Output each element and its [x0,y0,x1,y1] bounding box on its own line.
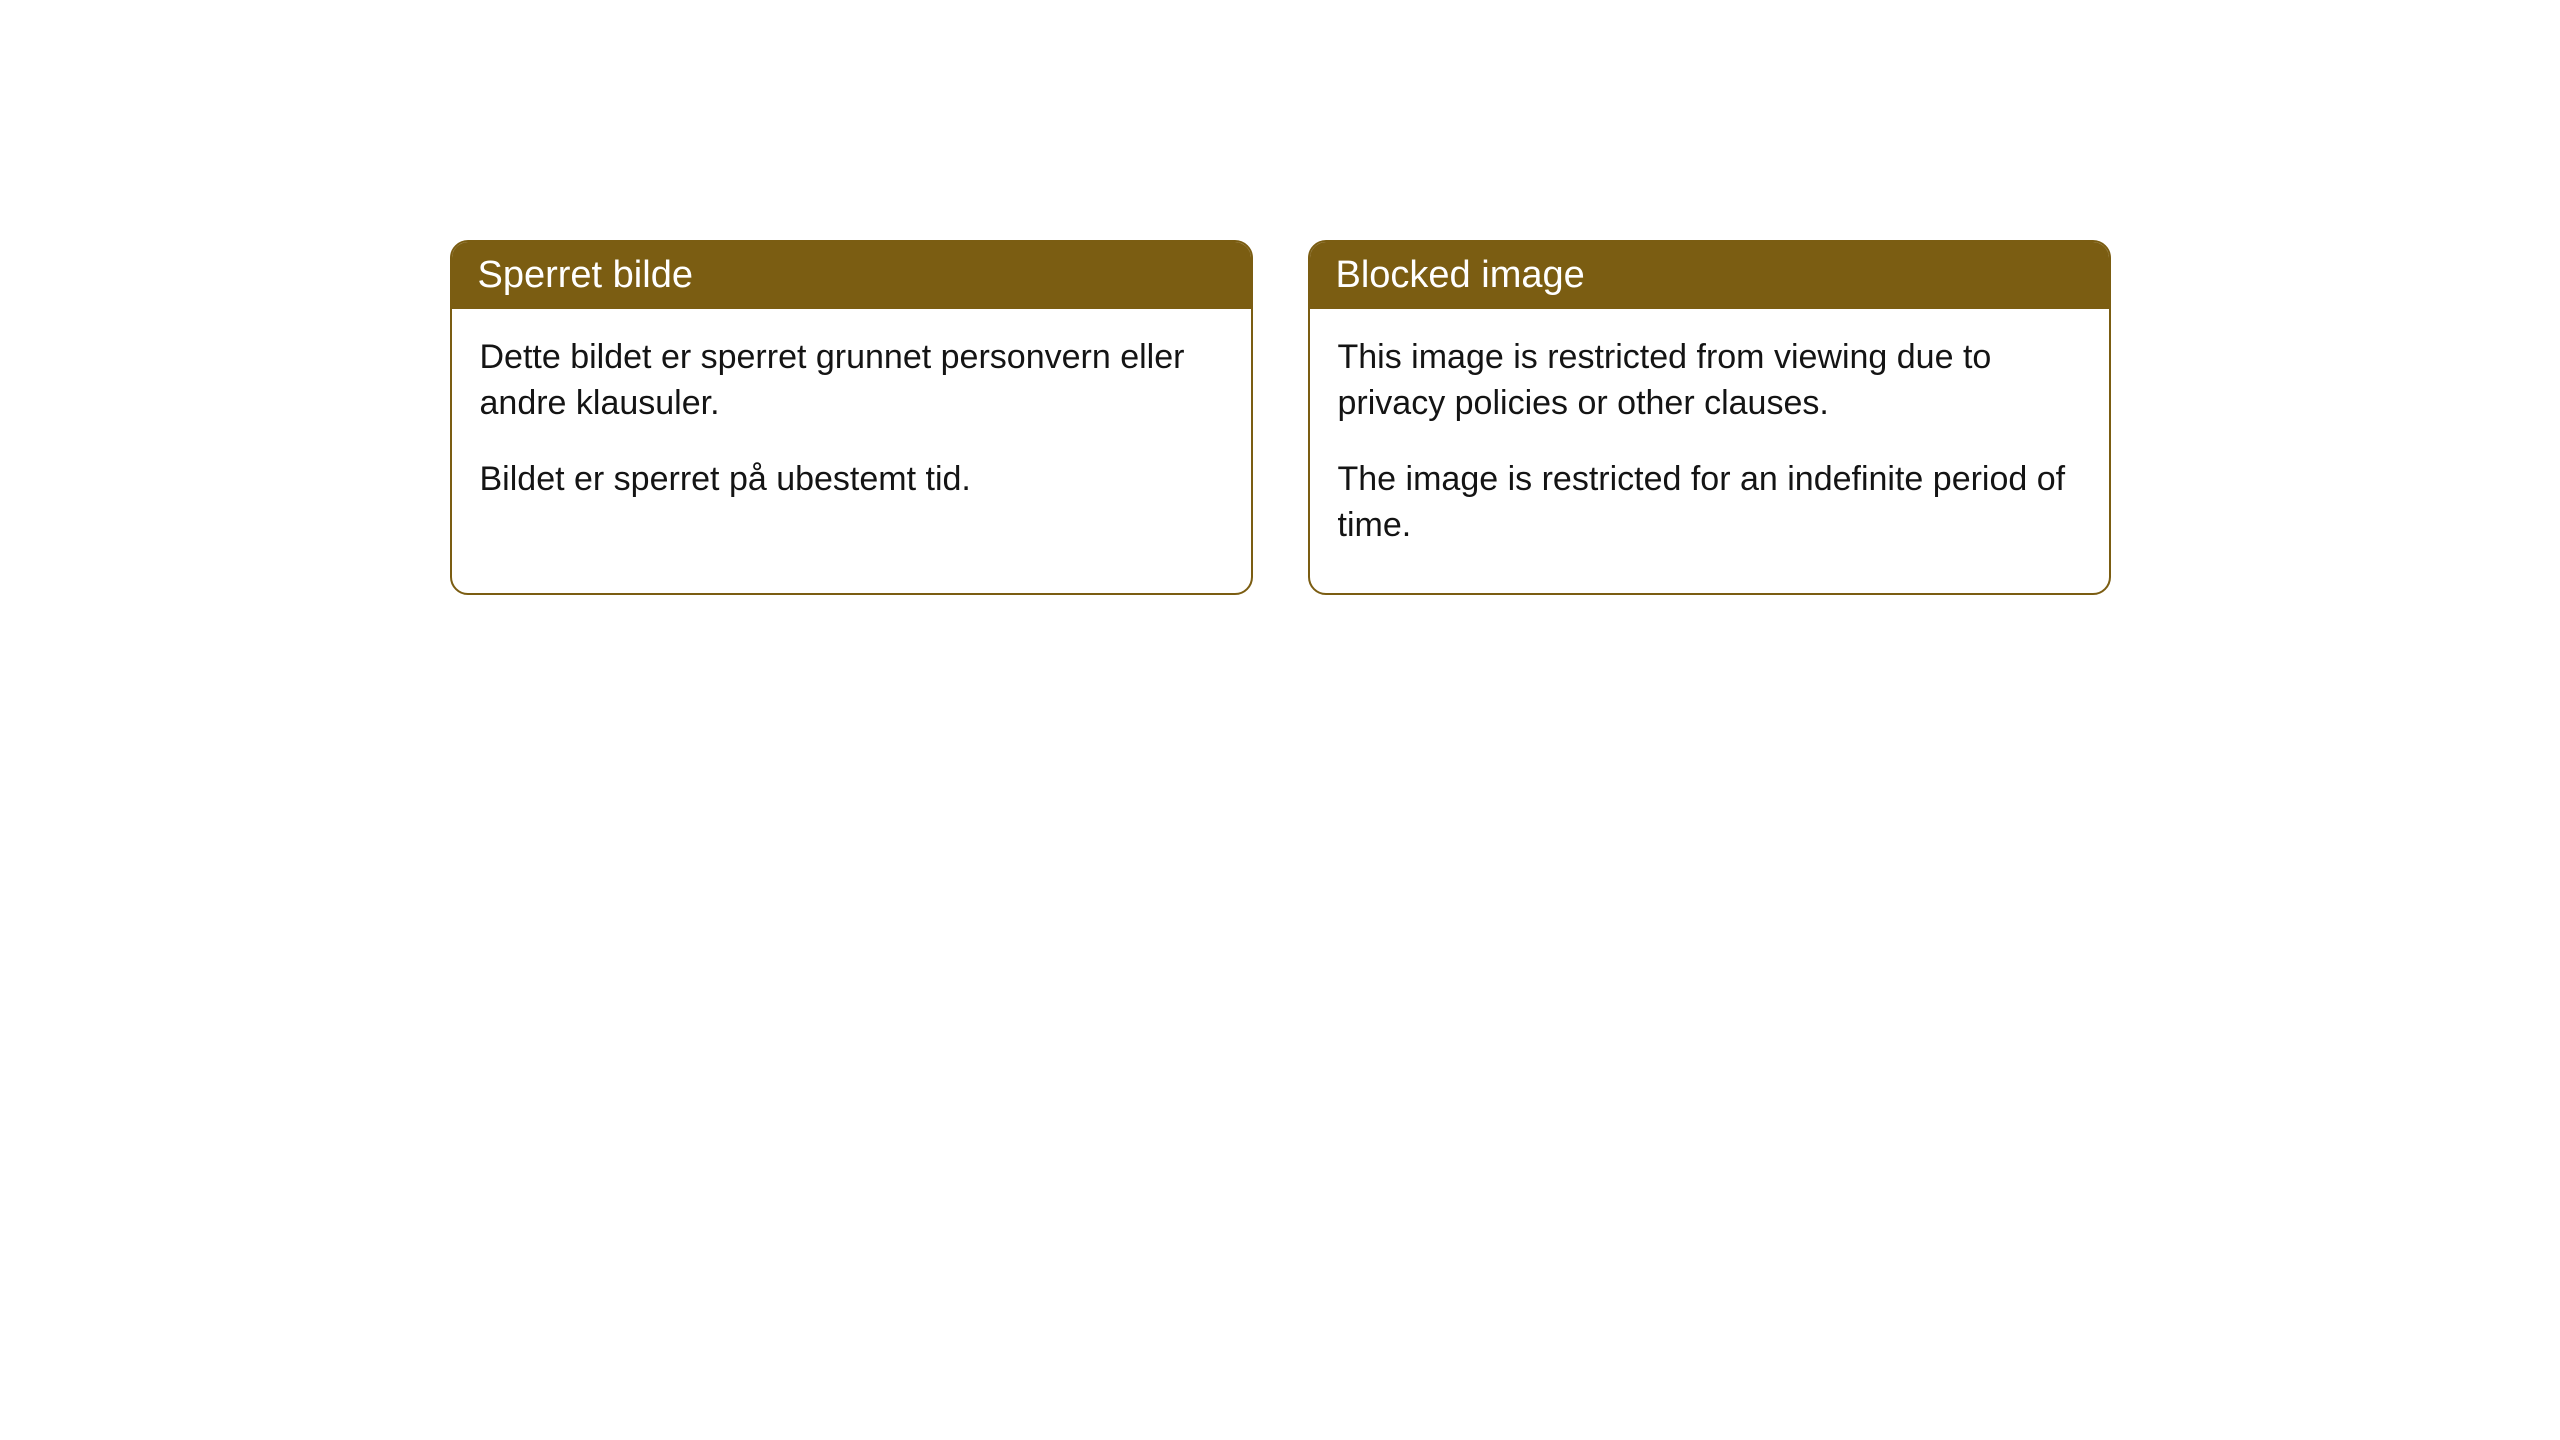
card-header-english: Blocked image [1310,242,2109,309]
notice-card-norwegian: Sperret bilde Dette bildet er sperret gr… [450,240,1253,595]
card-title: Sperret bilde [478,254,693,296]
card-title: Blocked image [1336,254,1585,296]
notice-card-english: Blocked image This image is restricted f… [1308,240,2111,595]
notice-container: Sperret bilde Dette bildet er sperret gr… [0,240,2560,595]
card-paragraph: Bildet er sperret på ubestemt tid. [480,457,1223,503]
card-body-english: This image is restricted from viewing du… [1310,309,2109,593]
card-header-norwegian: Sperret bilde [452,242,1251,309]
card-body-norwegian: Dette bildet er sperret grunnet personve… [452,309,1251,547]
card-paragraph: This image is restricted from viewing du… [1338,335,2081,427]
card-paragraph: The image is restricted for an indefinit… [1338,457,2081,549]
card-paragraph: Dette bildet er sperret grunnet personve… [480,335,1223,427]
